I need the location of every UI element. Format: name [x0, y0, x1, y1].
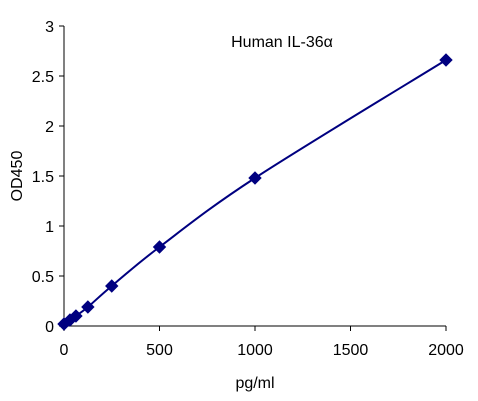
data-point — [248, 171, 262, 185]
trend-curve — [63, 59, 447, 325]
y-axis-label: OD450 — [9, 151, 26, 202]
x-axis-label: pg/ml — [235, 375, 274, 392]
chart-title: Human IL-36α — [231, 34, 333, 51]
data-point — [105, 279, 119, 293]
y-ticks: 0 0.5 1 1.5 2 2.5 3 — [32, 19, 64, 336]
data-points — [57, 53, 453, 331]
x-ticks: 0 500 1000 1500 2000 — [60, 326, 464, 359]
axes: 0 500 1000 1500 2000 0 0.5 1 1.5 2 2.5 3 — [32, 19, 464, 359]
x-tick-label: 500 — [146, 342, 173, 359]
data-point — [439, 53, 453, 67]
data-point — [152, 240, 167, 254]
y-tick-label: 1 — [45, 219, 54, 236]
x-tick-label: 0 — [60, 342, 69, 359]
x-tick-label: 1500 — [333, 342, 369, 359]
y-tick-label: 3 — [45, 19, 54, 36]
y-tick-label: 2 — [45, 119, 54, 136]
x-tick-label: 1000 — [237, 342, 273, 359]
y-tick-label: 1.5 — [32, 169, 54, 186]
y-tick-label: 0.5 — [32, 269, 54, 286]
x-tick-label: 2000 — [428, 342, 464, 359]
data-point — [81, 300, 95, 314]
data-point — [69, 309, 83, 323]
y-tick-label: 2.5 — [32, 69, 54, 86]
y-tick-label: 0 — [45, 319, 54, 336]
